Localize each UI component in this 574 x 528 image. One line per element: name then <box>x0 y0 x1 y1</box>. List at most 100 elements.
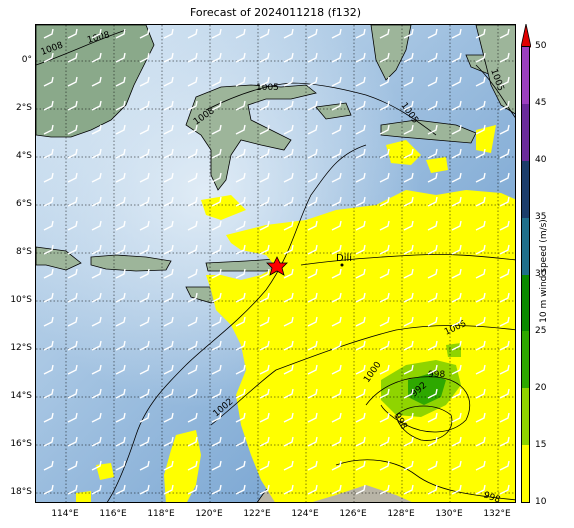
wind-barb <box>115 28 126 39</box>
wind-barb <box>211 196 222 207</box>
wind-barb <box>403 28 414 39</box>
wind-barb <box>139 100 150 111</box>
wind-barb <box>91 28 102 39</box>
lon-label: 120°E <box>195 509 223 519</box>
wind-barb <box>91 100 102 111</box>
wind-barb <box>235 124 246 135</box>
wind-barb <box>211 268 222 279</box>
wind-barb <box>331 100 342 111</box>
wind-barb <box>451 436 462 447</box>
wind-barb <box>379 484 390 495</box>
wind-barb <box>211 436 222 447</box>
wind-barb <box>307 316 318 327</box>
wind-barb <box>475 100 486 111</box>
wind-barb <box>43 292 54 303</box>
wind-barb <box>475 316 486 327</box>
wind-barb <box>499 196 510 207</box>
wind-barb <box>451 364 462 375</box>
wind-barb <box>379 268 390 279</box>
wind-barb <box>427 124 438 135</box>
wind-barb <box>187 412 198 423</box>
wind-barb <box>115 196 126 207</box>
colorbar-seg-25-30 <box>522 274 529 332</box>
wind-barb <box>283 100 294 111</box>
wind-barb <box>427 244 438 255</box>
wind-barb <box>259 340 270 351</box>
wind-barb <box>475 148 486 159</box>
wind-barb <box>427 412 438 423</box>
wind-barb <box>307 244 318 255</box>
wind-barb <box>379 292 390 303</box>
wind-barb <box>283 436 294 447</box>
wind-barb <box>403 436 414 447</box>
wind-barb <box>283 316 294 327</box>
wind-barb <box>43 268 54 279</box>
wind-barb <box>187 100 198 111</box>
wind-barb <box>355 412 366 423</box>
lat-label: 18°S <box>10 487 32 497</box>
wind-barb <box>43 460 54 471</box>
wind-barb <box>187 220 198 231</box>
colorbar-tick: 45 <box>535 98 547 108</box>
colorbar-tick: 15 <box>535 440 547 450</box>
wind-barb <box>451 124 462 135</box>
wind-barb <box>403 388 414 399</box>
wind-barb <box>427 292 438 303</box>
wind-barb <box>283 244 294 255</box>
wind-barb <box>91 196 102 207</box>
wind-barb <box>187 436 198 447</box>
wind-barb <box>259 52 270 63</box>
wind-barb <box>307 460 318 471</box>
wind-barb <box>427 268 438 279</box>
wind-barb <box>67 364 78 375</box>
wind-barb <box>259 436 270 447</box>
land-seram <box>380 119 477 144</box>
wind-barb <box>427 76 438 87</box>
wind-barb <box>67 340 78 351</box>
wind-barb <box>355 244 366 255</box>
wind-barb <box>67 28 78 39</box>
wind-barb <box>91 52 102 63</box>
wind-barb <box>283 148 294 159</box>
wind-barb <box>235 484 246 495</box>
wind-barb <box>43 220 54 231</box>
wind-barb <box>235 196 246 207</box>
wind-barb <box>211 76 222 87</box>
wind-barb <box>163 172 174 183</box>
land-newguinea <box>475 25 515 115</box>
wind-barb <box>91 364 102 375</box>
wind-barb <box>283 292 294 303</box>
wind-barb <box>43 244 54 255</box>
wind-barb <box>211 340 222 351</box>
wind-barb <box>91 244 102 255</box>
wind-barb <box>451 244 462 255</box>
wind-barb <box>187 460 198 471</box>
wind-barb <box>67 316 78 327</box>
lon-label: 126°E <box>339 509 367 519</box>
wind-barb <box>67 244 78 255</box>
wind-barb <box>403 268 414 279</box>
wind-barb <box>307 100 318 111</box>
wind-barb <box>67 292 78 303</box>
wind-barb <box>499 124 510 135</box>
wind-barb <box>139 268 150 279</box>
wind-barb <box>379 100 390 111</box>
wind-barb <box>211 148 222 159</box>
wind-barb <box>115 244 126 255</box>
wind-barb <box>139 340 150 351</box>
wind-barb <box>499 172 510 183</box>
wind-barb <box>163 484 174 495</box>
wind-barb <box>379 172 390 183</box>
wind-barb <box>91 340 102 351</box>
wind-barb <box>499 52 510 63</box>
wind-barb <box>499 364 510 375</box>
wind-barb <box>211 460 222 471</box>
wind-barb <box>379 244 390 255</box>
wind-barb <box>403 316 414 327</box>
wind-barb <box>187 148 198 159</box>
wind-barb <box>235 28 246 39</box>
wind-barb <box>331 364 342 375</box>
wind-barb <box>499 340 510 351</box>
wind-barb <box>283 460 294 471</box>
colorbar-seg-45-50 <box>522 47 529 104</box>
